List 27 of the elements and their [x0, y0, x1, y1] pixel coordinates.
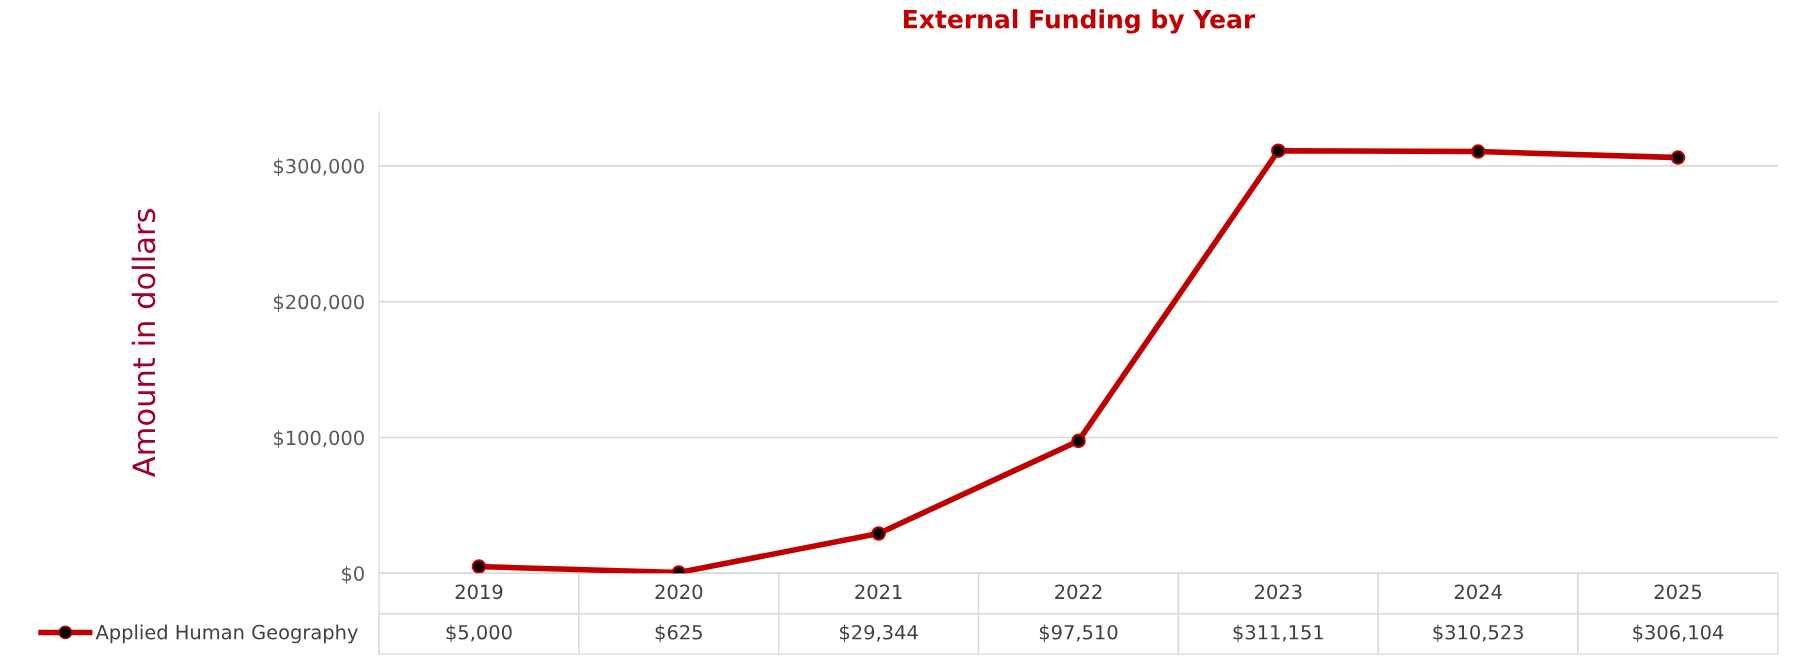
- chart-title: External Funding by Year: [904, 9, 1256, 34]
- data-label: $5,000: [446, 624, 512, 643]
- legend-label: Applied Human Geography: [95, 624, 358, 644]
- point: [1071, 433, 1086, 449]
- data-label: $306,104: [1633, 624, 1724, 643]
- point: [471, 559, 487, 574]
- y-tick-label: $0: [342, 565, 364, 584]
- y-tick-label: $100,000: [273, 430, 364, 448]
- y-axis-title: Amount in dollars: [131, 209, 156, 477]
- data-label: $29,344: [840, 624, 918, 643]
- point: [1470, 144, 1486, 159]
- point: [1271, 143, 1286, 158]
- data-label: $311,151: [1233, 624, 1323, 643]
- x-tick-label: 2021: [855, 584, 902, 600]
- data-label: $625: [655, 624, 702, 643]
- x-tick-label: 2020: [655, 584, 703, 600]
- point: [871, 526, 886, 541]
- x-tick-label: 2023: [1255, 584, 1302, 600]
- x-tick-label: 2019: [455, 584, 503, 600]
- data-label: $97,510: [1039, 624, 1118, 643]
- x-tick-label: 2024: [1454, 584, 1502, 600]
- x-tick-label: 2025: [1654, 584, 1702, 600]
- x-tick-label: 2022: [1055, 584, 1102, 600]
- point: [1670, 150, 1686, 165]
- y-tick-label: $300,000: [273, 158, 364, 177]
- y-tick-label: $200,000: [273, 294, 364, 312]
- data-label: $310,523: [1433, 624, 1523, 643]
